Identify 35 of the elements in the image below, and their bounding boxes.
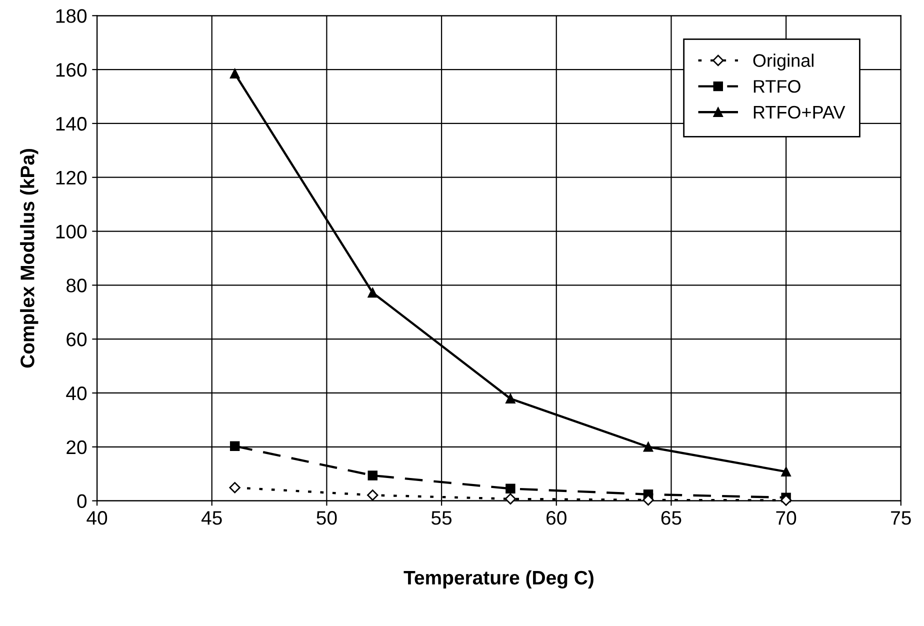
x-tick-label: 75 [891,511,911,525]
y-tick-label: 100 [56,224,87,239]
point [643,442,654,452]
x-tick-label: 40 [86,511,108,525]
point [506,394,516,404]
point [229,482,240,494]
y-tick-label: 80 [66,278,87,292]
point [230,441,240,451]
y-tick-label: 20 [66,440,87,454]
y-tick-label: 160 [56,63,87,77]
point [367,490,378,501]
y-tick-label: 0 [77,494,87,508]
point [781,466,791,477]
x-tick-label: 50 [316,511,337,525]
point [368,470,378,480]
y-tick-label: 180 [56,9,87,23]
x-tick-label: 60 [546,511,566,525]
point [230,68,240,78]
point [780,494,792,506]
point [368,288,378,298]
legend-label: RTFO+PAV [754,106,846,119]
x-tick-label: 65 [661,511,682,525]
point [506,484,516,494]
y-axis-title: Complex Modulus (kPa) [20,148,38,368]
y-tick-label: 40 [66,386,87,400]
y-tick-label: 60 [66,332,87,346]
legend-label: RTFO [754,80,800,93]
point [504,493,516,505]
legend-label: Original [753,54,814,71]
y-tick-label: 120 [56,170,87,185]
x-tick-label: 45 [201,511,222,525]
x-tick-label: 55 [432,511,452,525]
x-axis-title: Temperature (Deg C) [404,570,594,589]
y-tick-label: 140 [56,116,87,131]
x-tick-label: 70 [776,511,796,525]
